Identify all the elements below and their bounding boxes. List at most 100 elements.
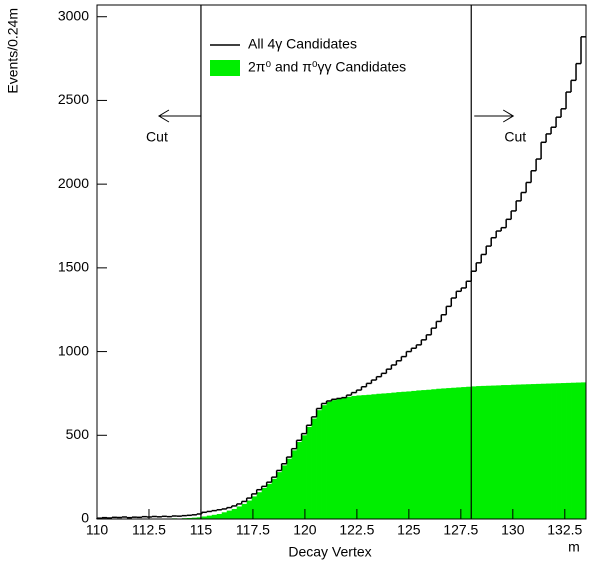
histogram-bar: [231, 508, 238, 519]
histogram-bar: [461, 387, 467, 519]
histogram-bar: [331, 400, 337, 519]
histogram-bar: [466, 386, 472, 519]
histogram-bar: [251, 496, 258, 519]
histogram-bar: [436, 388, 442, 519]
histogram-bar: [396, 392, 402, 519]
histogram-bar: [536, 383, 542, 519]
histogram-bar: [206, 515, 213, 519]
histogram-bar: [301, 435, 307, 519]
histogram-bar: [496, 385, 502, 519]
histogram-bar: [346, 396, 352, 519]
histogram-bar: [326, 401, 332, 519]
histogram-bar: [341, 397, 347, 519]
histogram-bar: [506, 385, 512, 519]
histogram-bar: [431, 389, 437, 519]
histogram-bar: [351, 395, 357, 519]
histogram-bar: [281, 465, 288, 519]
histogram-bar: [376, 393, 382, 519]
histogram-bar: [491, 385, 497, 519]
x-tick-label: 120: [293, 522, 317, 538]
histogram-bar: [511, 384, 517, 519]
histogram-bar: [566, 382, 572, 519]
x-tick-label: 117.5: [236, 522, 270, 538]
histogram-bar: [226, 510, 233, 519]
histogram-bar: [256, 492, 263, 519]
histogram-bar: [311, 418, 317, 519]
histogram-bar: [556, 383, 562, 519]
histogram-bar: [526, 384, 532, 519]
y-tick-label: 500: [66, 426, 90, 442]
histogram-bar: [321, 405, 327, 519]
histogram-bar: [441, 388, 447, 519]
histogram-bar: [201, 516, 208, 519]
histogram-bar: [296, 441, 302, 519]
histogram-bar: [551, 383, 557, 519]
histogram-bar: [471, 386, 477, 519]
histogram-bar: [316, 410, 322, 519]
histogram-bar: [381, 393, 387, 519]
x-tick-label: 125: [397, 522, 421, 538]
y-tick-label: 1000: [58, 342, 89, 358]
x-tick-label: 127.5: [443, 522, 478, 538]
histogram-bar: [186, 517, 193, 519]
histogram-bar: [411, 390, 417, 519]
cut-label: Cut: [146, 129, 168, 145]
y-tick-label: 1500: [58, 259, 89, 275]
histogram-bar: [371, 394, 377, 519]
histogram-bar: [336, 398, 342, 519]
y-tick-label: 0: [81, 510, 89, 526]
histogram-bar: [446, 388, 452, 519]
histogram-bar: [516, 384, 522, 519]
histogram-bar: [266, 483, 273, 519]
histogram-bar: [521, 384, 527, 519]
histogram-bar: [286, 458, 293, 519]
x-tick-label: 132.5: [547, 522, 582, 538]
histogram-bar: [366, 394, 372, 519]
histogram-bar: [271, 478, 278, 519]
histogram-bar: [581, 382, 587, 519]
histogram-bar: [291, 450, 297, 519]
x-unit: m: [568, 539, 580, 555]
histogram-bar: [216, 513, 223, 519]
histogram-bar: [541, 383, 547, 519]
x-tick-label: 130: [501, 522, 525, 538]
x-tick-label: 112.5: [132, 522, 166, 538]
histogram-bar: [191, 517, 198, 519]
histogram-bar: [356, 395, 362, 519]
legend-label: 2π⁰ and π⁰γγ Candidates: [248, 59, 406, 75]
histogram-bar: [576, 382, 582, 519]
legend-label: All 4γ Candidates: [248, 36, 357, 52]
cut-arrowhead: [502, 109, 515, 123]
x-tick-label: 110: [86, 522, 109, 538]
x-tick-label: 115: [190, 522, 213, 538]
histogram-bar: [481, 385, 487, 519]
cut-arrowhead: [157, 109, 170, 123]
histogram-bar: [276, 472, 283, 519]
histogram-bar: [451, 387, 457, 519]
histogram-bar: [211, 514, 218, 519]
histogram-bar: [501, 385, 507, 519]
histogram-bar: [426, 389, 432, 519]
histogram-bar: [561, 383, 567, 519]
histogram-bar: [406, 391, 412, 519]
histogram-bar: [571, 382, 577, 519]
x-axis-label: Decay Vertex: [288, 544, 371, 560]
histogram-bar: [421, 390, 427, 519]
plot-frame: [96, 4, 587, 520]
histogram-bar: [221, 512, 228, 519]
histogram-bar: [416, 390, 422, 519]
histogram-bar: [486, 385, 492, 519]
histogram-bar: [246, 500, 253, 519]
histogram-bar: [386, 393, 392, 519]
histogram-bar: [261, 488, 268, 519]
histogram-bar: [401, 391, 407, 519]
y-tick-label: 2500: [58, 91, 89, 107]
legend-swatch: [210, 60, 240, 76]
x-tick-label: 122.5: [339, 522, 374, 538]
histogram-bar: [306, 426, 312, 519]
histogram-bar: [196, 517, 203, 519]
y-tick-label: 3000: [58, 7, 89, 23]
histogram-bar: [361, 395, 367, 519]
y-axis-label: Events/0.24m: [5, 8, 21, 94]
